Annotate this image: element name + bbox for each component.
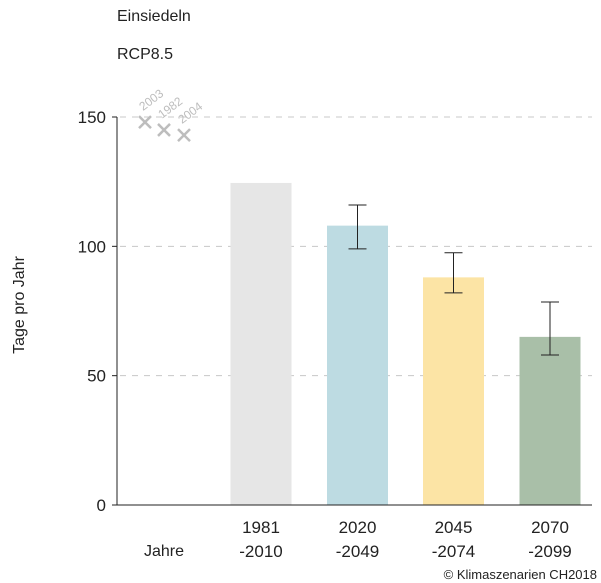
x-tick-label-0-line2: -2010 [239,542,282,561]
extreme-marker-2-b [177,128,191,142]
x-tick-label-2-line1: 2045 [435,518,473,537]
bar-3 [519,336,581,505]
x-axis-label: Jahre [144,543,184,560]
x-tick-label-3-line2: -2099 [528,542,571,561]
y-tick-label-150: 150 [78,108,106,127]
x-tick-label-3-line1: 2070 [531,518,569,537]
x-tick-label-1-line2: -2049 [336,542,379,561]
extreme-marker-0-b [138,115,152,130]
bar-1 [327,225,388,505]
x-tick-label-2-line2: -2074 [432,542,475,561]
extreme-marker-1-b [157,123,171,137]
bar-0 [230,182,292,505]
y-axis-label: Tage pro Jahr [11,255,28,354]
y-tick-label-100: 100 [78,237,106,256]
bar-2 [423,277,484,505]
x-tick-label-1-line1: 2020 [339,518,377,537]
copyright: © Klimaszenarien CH2018 [443,567,597,582]
y-tick-label-50: 50 [87,367,106,386]
chart-subtitle: RCP8.5 [117,46,174,63]
y-tick-label-0: 0 [97,496,106,515]
chart-title: Einsiedeln [117,8,191,25]
x-tick-label-0-line1: 1981 [242,518,280,537]
